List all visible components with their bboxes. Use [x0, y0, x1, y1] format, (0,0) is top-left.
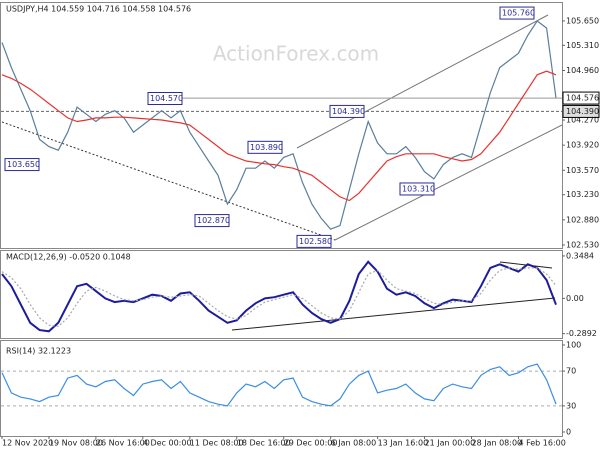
x-tick-label: 28 Jan 08:00	[471, 439, 522, 448]
series-line	[1, 267, 557, 328]
price-label: 104.576	[566, 94, 599, 103]
y-tick-label: 100	[566, 341, 581, 350]
x-tick-label: 13 Jan 16:00	[378, 439, 429, 448]
series-line	[1, 20, 557, 230]
y-tick-label: 0.00	[566, 294, 584, 303]
y-tick-label: 104.960	[566, 66, 599, 75]
macd-trend-line	[231, 297, 556, 331]
y-tick-label: 104.270	[566, 116, 599, 125]
y-tick-label: 105.310	[566, 41, 599, 50]
macd-panel	[0, 250, 563, 339]
annotation: 103.310	[402, 184, 435, 193]
annotation-box	[194, 214, 230, 228]
channel-line	[334, 124, 563, 241]
y-tick-label: 0.3484	[566, 251, 594, 260]
y-tick-label: 102.530	[566, 240, 599, 249]
price-box	[562, 91, 600, 105]
y-tick-label: 105.650	[566, 16, 599, 25]
panel-title: MACD(12,26,9) -0.0520 0.1048	[6, 253, 131, 262]
y-tick-label: 103.920	[566, 141, 599, 150]
panel-title: USDJPY,H4 104.559 104.716 104.558 104.57…	[6, 5, 191, 14]
x-tick-label: 26 Nov 16:00	[96, 439, 150, 448]
annotation-box	[296, 234, 332, 248]
annotation-box	[147, 92, 183, 106]
annotation: 103.890	[250, 143, 283, 152]
price-label: 104.390	[566, 107, 599, 116]
annotation-box	[329, 104, 365, 118]
x-tick-label: 4 Dec 00:00	[143, 439, 192, 448]
y-tick-label: 30	[566, 401, 576, 410]
channel-line	[296, 14, 549, 149]
plot-layer: 105.650105.310104.960104.610104.270103.9…	[1, 6, 600, 448]
x-tick-label: 18 Dec 16:00	[237, 439, 291, 448]
annotation-box	[499, 6, 535, 20]
annotation-box	[399, 182, 435, 196]
x-tick-label: 12 Nov 2020	[2, 439, 53, 448]
y-tick-label: -0.2892	[566, 329, 597, 338]
price-panel	[0, 2, 563, 249]
watermark: ActionForex.com	[213, 42, 379, 66]
annotation: 104.570	[150, 94, 183, 103]
annotation: 104.390	[332, 107, 365, 116]
panel-title: RSI(14) 32.1223	[6, 347, 71, 356]
annotation-box	[247, 140, 283, 154]
price-box	[562, 104, 600, 118]
series-line	[1, 70, 557, 202]
annotation: 105.760	[502, 9, 535, 18]
y-tick-label: 0	[566, 428, 571, 437]
x-tick-label: 11 Dec 08:00	[190, 439, 244, 448]
x-tick-label: 4 Feb 16:00	[518, 439, 565, 448]
x-tick-label: 6 Jan 08:00	[331, 439, 377, 448]
y-tick-label: 103.570	[566, 166, 599, 175]
x-tick-label: 29 Dec 00:00	[284, 439, 338, 448]
y-tick-label: 103.230	[566, 190, 599, 199]
trend-line	[1, 121, 336, 241]
series-line	[1, 363, 557, 407]
annotation: 102.870	[197, 216, 230, 225]
x-tick-label: 21 Jan 00:00	[425, 439, 476, 448]
y-tick-label: 70	[566, 367, 576, 376]
annotation: 102.580	[299, 237, 332, 246]
rsi-panel	[0, 340, 563, 437]
annotation: 103.650	[7, 160, 40, 169]
annotation-box	[4, 158, 40, 172]
x-tick-label: 19 Nov 08:00	[49, 439, 103, 448]
y-tick-label: 102.880	[566, 215, 599, 224]
